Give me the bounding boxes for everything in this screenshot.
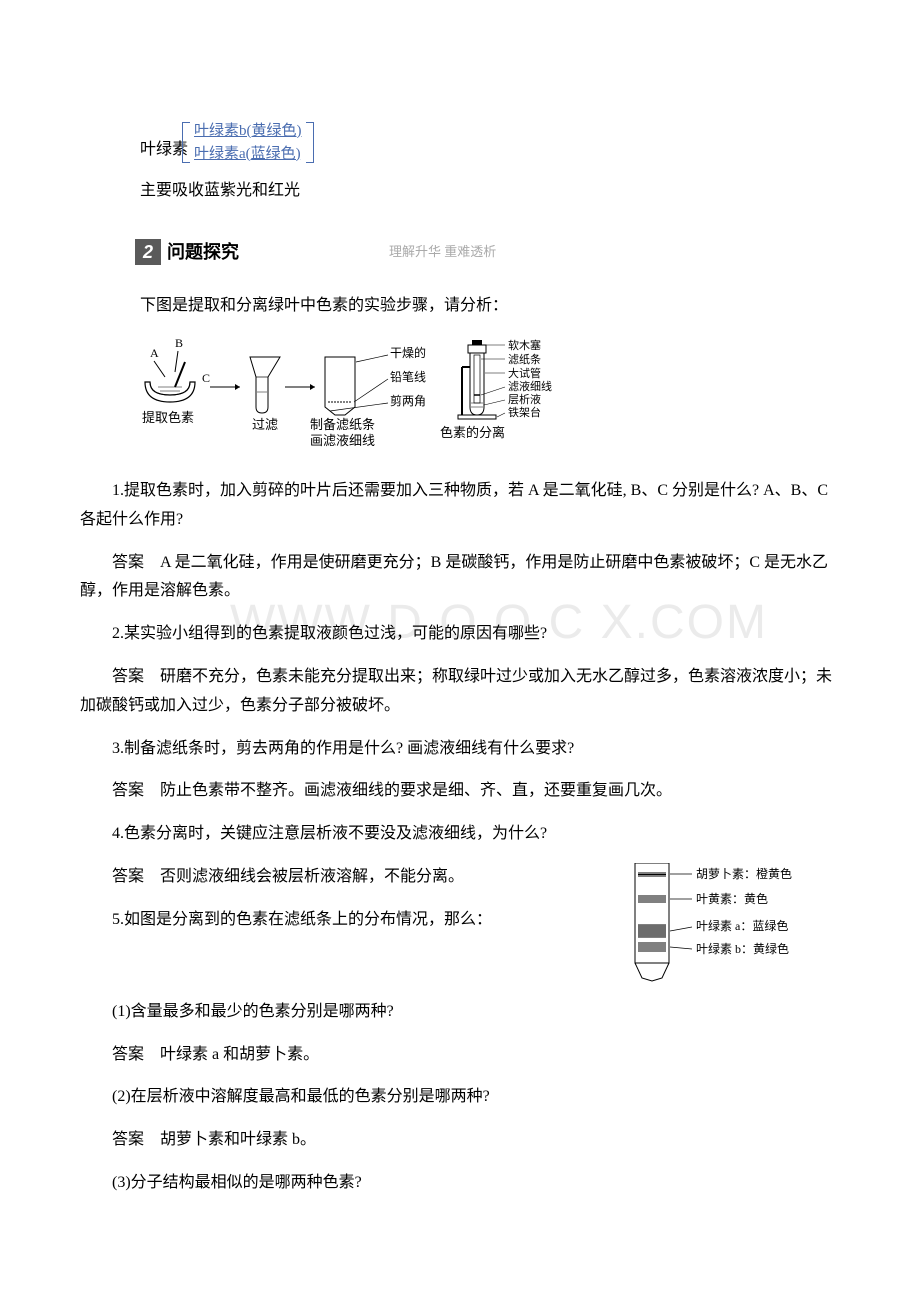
question-5-1: (1)含量最多和最少的色素分别是哪两种?: [80, 998, 840, 1027]
section-2-number: 2: [135, 239, 161, 265]
label-cork: 软木塞: [508, 338, 541, 352]
label-pencil: 铅笔线: [390, 369, 426, 384]
question-1: 1.提取色素时，加入剪碎的叶片后还需要加入三种物质，若 A 是二氧化硅, B、C…: [80, 477, 840, 535]
answer-3: 答案 防止色素带不整齐。画滤液细线的要求是细、齐、直，还要重复画几次。: [80, 777, 840, 806]
label-drawline: 画滤液细线: [310, 433, 375, 448]
sep-band3: 叶绿素 a：蓝绿色: [696, 918, 788, 933]
label-strip: 滤纸条: [508, 352, 541, 366]
label-cut: 剪两角: [390, 393, 426, 408]
label-prepare: 制备滤纸条: [310, 417, 375, 432]
answer-1: 答案 A 是二氧化硅，作用是使研磨更充分；B 是碳酸钙，作用是防止研磨中色素被破…: [80, 549, 840, 607]
answer-5-2: 答案 胡萝卜素和叶绿素 b。: [80, 1126, 840, 1155]
band-chl-a: [638, 925, 666, 937]
band-xanthophyll: [638, 896, 666, 902]
question-4: 4.色素分离时，关键应注意层析液不要没及滤液细线，为什么?: [80, 820, 840, 849]
label-thinline: 滤液细线: [508, 379, 552, 393]
section-2-header: 2 问题探究 理解升华 重难透析: [135, 236, 840, 268]
label-A: A: [150, 346, 159, 360]
label-tube: 大试管: [508, 366, 541, 380]
absorb-text: 主要吸收蓝紫光和红光: [140, 177, 840, 206]
chlorophyll-label: 叶绿素: [140, 136, 188, 165]
band-carotene: [638, 873, 666, 876]
separation-result-diagram: 胡萝卜素：橙黄色 叶黄素：黄色 叶绿素 a：蓝绿色 叶绿素 b：黄绿色: [630, 863, 840, 994]
answer-5-1: 答案 叶绿素 a 和胡萝卜素。: [80, 1041, 840, 1070]
label-stand: 铁架台: [508, 405, 541, 419]
label-B: B: [175, 337, 183, 350]
intro-text: 下图是提取和分离绿叶中色素的实验步骤，请分析：: [140, 292, 840, 321]
label-C: C: [202, 371, 210, 385]
sep-band4: 叶绿素 b：黄绿色: [696, 941, 789, 956]
question-5-3: (3)分子结构最相似的是哪两种色素?: [80, 1169, 840, 1198]
question-3: 3.制备滤纸条时，剪去两角的作用是什么? 画滤液细线有什么要求?: [80, 735, 840, 764]
chlorophyll-block: 叶绿素 叶绿素b(黄绿色) 叶绿素a(蓝绿色): [140, 120, 840, 165]
band-chl-b: [638, 943, 666, 951]
question-2: 2.某实验小组得到的色素提取液颜色过浅，可能的原因有哪些?: [80, 620, 840, 649]
chlorophyll-bracket-group: 叶绿素b(黄绿色) 叶绿素a(蓝绿色): [190, 120, 306, 165]
label-filter: 过滤: [252, 417, 278, 432]
section-2-title: 2 问题探究: [135, 236, 239, 268]
label-extract: 提取色素: [142, 410, 194, 425]
chlorophyll-b-item: 叶绿素b(黄绿色): [190, 120, 306, 143]
label-solvent: 层析液: [508, 392, 541, 406]
section-2-title-text: 问题探究: [167, 236, 239, 268]
question-5-2: (2)在层析液中溶解度最高和最低的色素分别是哪两种?: [80, 1083, 840, 1112]
chlorophyll-a-item: 叶绿素a(蓝绿色): [190, 143, 306, 166]
sep-band2: 叶黄素：黄色: [696, 892, 768, 906]
sep-band1: 胡萝卜素：橙黄色: [696, 866, 792, 881]
section-2-subtitle: 理解升华 重难透析: [389, 240, 496, 263]
label-dry: 干燥的: [390, 345, 426, 360]
extraction-diagram: A B C 提取色素 过滤 干燥的 铅笔线 剪两角 制备滤纸条 画滤液细线: [140, 337, 840, 457]
label-separate: 色素的分离: [440, 425, 505, 440]
answer-2: 答案 研磨不充分，色素未能充分提取出来；称取绿叶过少或加入无水乙醇过多，色素溶液…: [80, 663, 840, 721]
